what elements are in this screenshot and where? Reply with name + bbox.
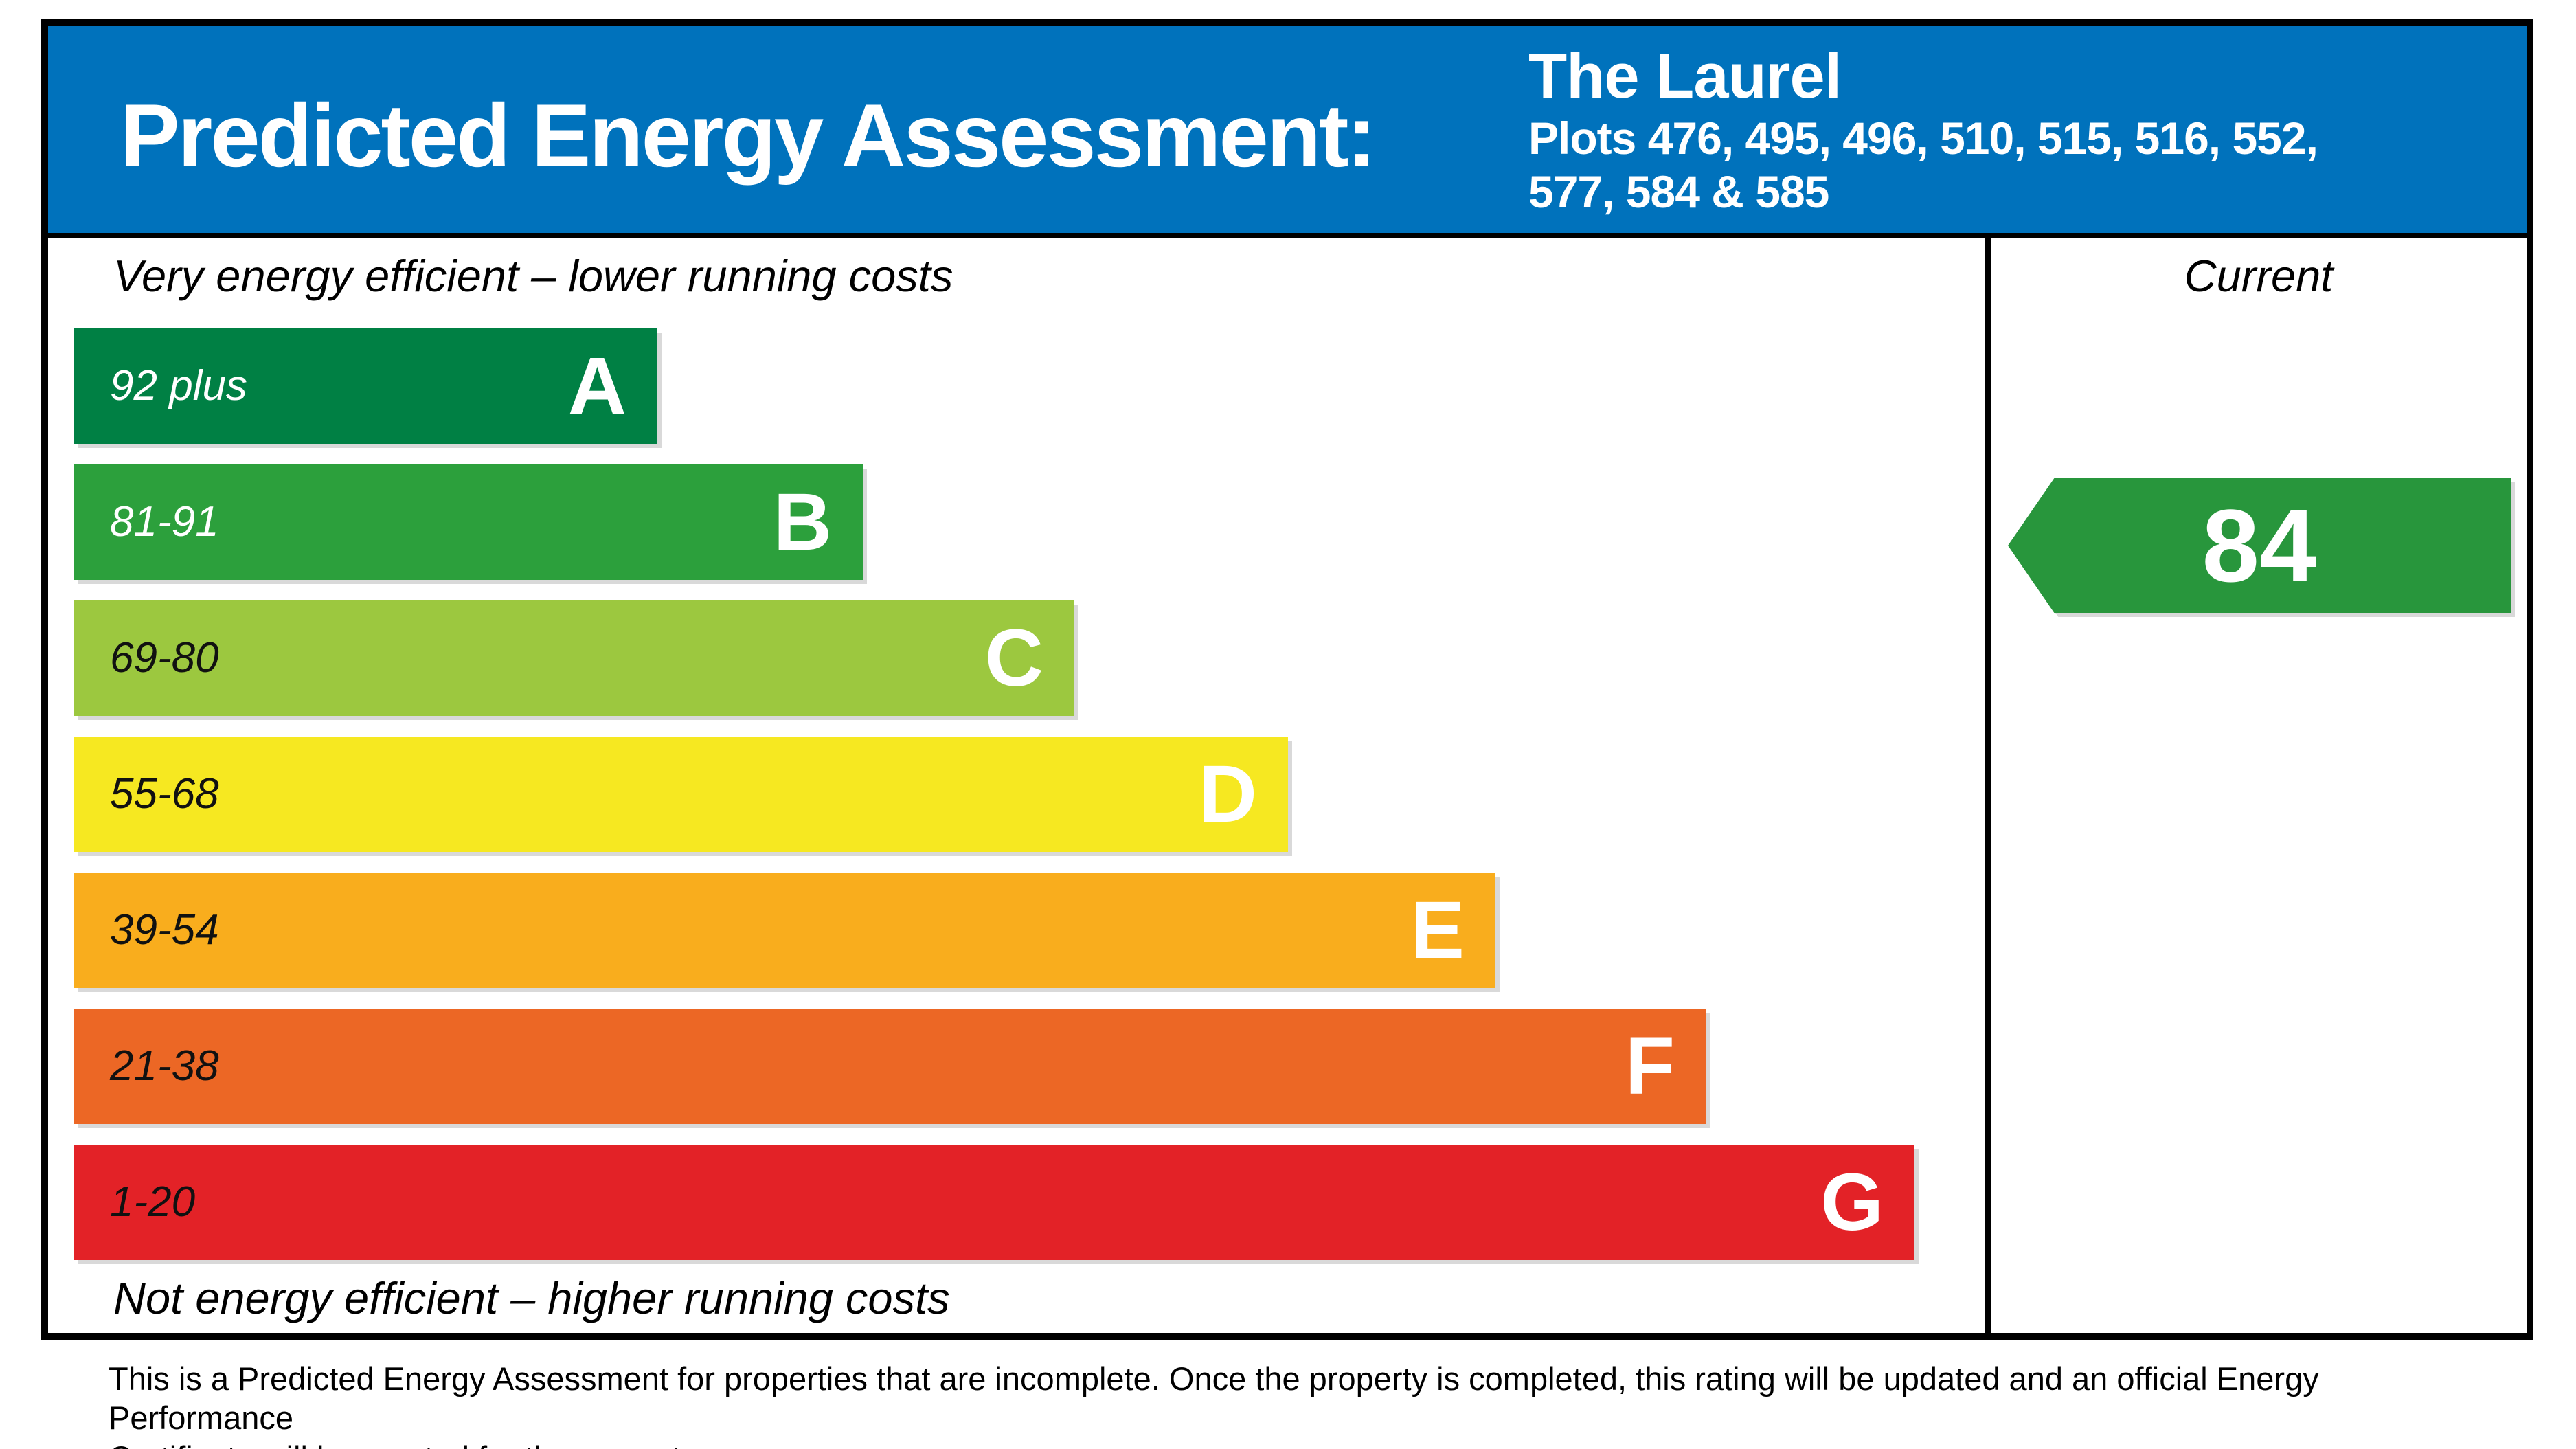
footer-note: This is a Predicted Energy Assessment fo… bbox=[109, 1359, 2485, 1449]
band-row-f: 21-38 F bbox=[74, 1009, 1706, 1124]
band-letter: E bbox=[1410, 885, 1465, 976]
band-letter: B bbox=[773, 477, 832, 568]
band-range-label: 1-20 bbox=[110, 1178, 196, 1226]
page-title: Predicted Energy Assessment: bbox=[120, 85, 1377, 186]
band-row-b: 81-91 B bbox=[74, 464, 863, 580]
band-range-label: 81-91 bbox=[110, 498, 219, 546]
band-letter: F bbox=[1625, 1021, 1675, 1112]
band-range-label: 21-38 bbox=[110, 1042, 219, 1090]
band-letter: G bbox=[1820, 1157, 1884, 1248]
band-row-d: 55-68 D bbox=[74, 737, 1288, 852]
current-rating-arrow: 84 bbox=[2008, 478, 2511, 613]
band-range-label: 39-54 bbox=[110, 906, 219, 954]
band-row-e: 39-54 E bbox=[74, 873, 1495, 988]
band-list: 92 plus A 81-91 B 69-80 C 55-68 D 39-54 E 21-38 F 1-… bbox=[48, 26, 2527, 1333]
band-letter: C bbox=[984, 613, 1043, 704]
band-range-label: 55-68 bbox=[110, 770, 219, 818]
top-caption: Very energy efficient – lower running co… bbox=[113, 251, 953, 301]
band-row-c: 69-80 C bbox=[74, 600, 1074, 716]
footer-line-1: This is a Predicted Energy Assessment fo… bbox=[109, 1360, 2319, 1437]
plots-line-2: 577, 584 & 585 bbox=[1528, 166, 1829, 217]
plots-line-1: Plots 476, 495, 496, 510, 515, 516, 552, bbox=[1528, 113, 2318, 164]
column-divider bbox=[1985, 238, 1991, 1333]
current-column-label: Current bbox=[2184, 251, 2334, 301]
footer-line-2: Certificate will be created for the prop… bbox=[109, 1438, 2485, 1449]
band-row-g: 1-20 G bbox=[74, 1145, 1914, 1260]
property-name: The Laurel bbox=[1528, 41, 1842, 111]
current-rating-value: 84 bbox=[2202, 488, 2317, 603]
band-range-label: 69-80 bbox=[110, 634, 219, 682]
band-letter: D bbox=[1198, 749, 1257, 840]
header-banner: Predicted Energy Assessment: The Laurel … bbox=[48, 26, 2527, 238]
band-row-a: 92 plus A bbox=[74, 328, 657, 444]
certificate-frame: Predicted Energy Assessment: The Laurel … bbox=[41, 19, 2533, 1340]
bottom-caption: Not energy efficient – higher running co… bbox=[113, 1273, 950, 1323]
band-letter: A bbox=[567, 341, 626, 431]
band-range-label: 92 plus bbox=[110, 362, 247, 409]
property-info: The Laurel Plots 476, 495, 496, 510, 515… bbox=[1528, 41, 2504, 219]
